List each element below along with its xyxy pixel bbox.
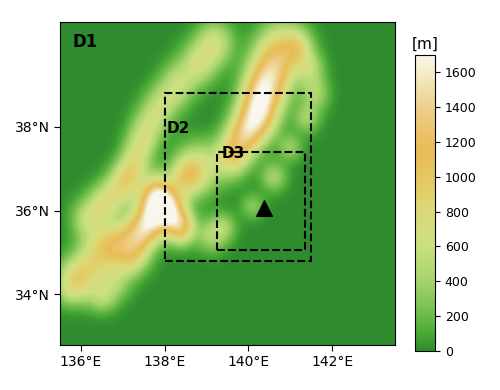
- Text: D1: D1: [72, 33, 98, 51]
- Title: [m]: [m]: [412, 37, 438, 52]
- Bar: [164, 93, 311, 261]
- Bar: [217, 152, 305, 250]
- Text: D2: D2: [167, 121, 190, 136]
- Text: D3: D3: [221, 146, 244, 161]
